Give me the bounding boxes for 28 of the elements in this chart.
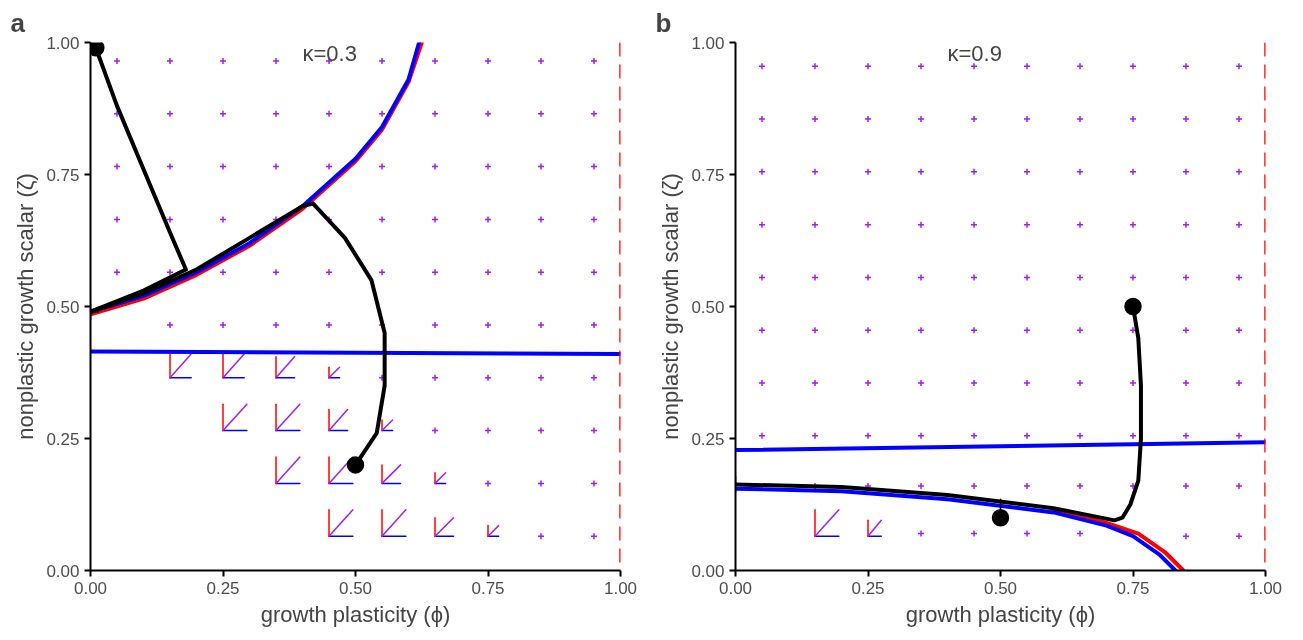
y-tick-label: 1.00 <box>691 33 725 53</box>
y-tick-label: 0.75 <box>691 165 725 185</box>
y-tick-label: 1.00 <box>46 33 80 53</box>
x-tick-label: 0.00 <box>718 578 753 598</box>
x-tick-label: 0.50 <box>983 578 1018 598</box>
text: a <box>10 7 26 38</box>
y-axis-title: nonplastic growth scalar (ζ) <box>13 173 39 440</box>
x-tick-label: 0.25 <box>851 578 885 598</box>
x-tick-label: 0.00 <box>73 578 108 598</box>
y-axis-title: nonplastic growth scalar (ζ) <box>658 173 684 440</box>
x-tick-label: 0.75 <box>1116 578 1150 598</box>
chart-title: κ=0.9 <box>947 40 1002 66</box>
x-tick-label: 1.00 <box>1248 578 1283 598</box>
y-tick-label: 0.50 <box>691 297 725 317</box>
y-tick-label: 0.25 <box>46 429 80 449</box>
x-tick-label: 0.50 <box>338 578 373 598</box>
y-tick-label: 0.75 <box>46 165 80 185</box>
text: b <box>655 7 672 38</box>
x-tick-label: 0.75 <box>471 578 505 598</box>
x-axis-title: growth plasticity (ϕ) <box>260 601 451 627</box>
x-axis-title: growth plasticity (ϕ) <box>905 601 1096 627</box>
y-tick-label: 0.25 <box>691 429 725 449</box>
chart-title: κ=0.3 <box>302 40 357 66</box>
y-tick-label: 0.00 <box>46 561 80 581</box>
y-tick-label: 0.00 <box>691 561 725 581</box>
x-tick-label: 0.25 <box>206 578 240 598</box>
x-tick-label: 1.00 <box>603 578 638 598</box>
y-tick-label: 0.50 <box>46 297 80 317</box>
